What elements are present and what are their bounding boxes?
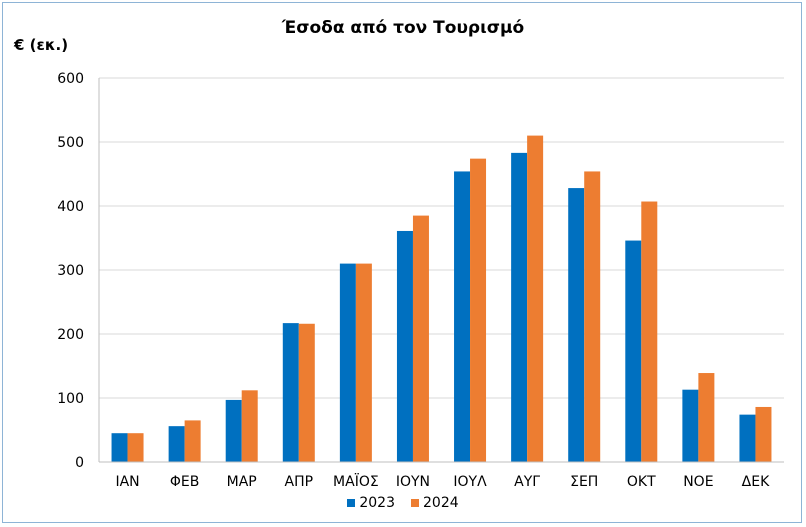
bar-2023-8 [568, 188, 585, 462]
bar-2023-1 [168, 426, 185, 462]
legend-label-2023: 2023 [359, 495, 395, 511]
bar-2023-6 [454, 171, 471, 462]
x-tick-label: ΝΟΕ [683, 474, 713, 490]
x-axis-ticks: ΙΑΝ ΦΕΒ ΜΑΡ ΑΠΡ ΜΑΪΟΣ ΙΟΥΝ ΙΟΥΛ ΑΥΓ ΣΕΠ ΟΚΤ ΝΟΕ ΔΕΚ [115, 472, 770, 490]
bar-2023-5 [396, 230, 413, 462]
x-tick-label: ΙΑΝ [115, 474, 139, 490]
y-axis-ticks: 0 100 200 300 400 500 600 [57, 71, 84, 471]
legend-item-2023: 2023 [347, 495, 395, 511]
bar-2023-9 [625, 240, 642, 462]
chart-title: Έσοδα από τον Τουρισμό [281, 18, 525, 38]
x-tick-label: ΑΠΡ [285, 474, 314, 490]
y-tick-label: 300 [57, 263, 84, 279]
legend-item-2024: 2024 [411, 495, 459, 511]
bar-2023-7 [511, 152, 528, 462]
bar-2024-10 [698, 373, 715, 462]
bar-2023-0 [111, 433, 128, 462]
bars [111, 135, 772, 462]
gridlines [99, 77, 784, 399]
bar-2024-9 [641, 201, 658, 462]
legend-swatch-2023 [347, 499, 356, 507]
x-tick-label: ΜΑΪΟΣ [333, 472, 379, 490]
x-tick-label: ΣΕΠ [570, 474, 598, 490]
bar-2023-11 [739, 414, 756, 462]
y-tick-label: 600 [57, 71, 84, 87]
y-tick-label: 100 [57, 391, 84, 407]
y-tick-label: 200 [57, 327, 84, 343]
bar-2024-7 [527, 135, 544, 462]
y-tick-label: 400 [57, 199, 84, 215]
bar-2024-1 [184, 420, 201, 462]
bar-2024-0 [127, 433, 144, 462]
y-tick-label: 0 [75, 455, 84, 471]
bar-2024-4 [355, 263, 372, 462]
y-axis-unit-label: € (εκ.) [14, 36, 69, 54]
legend-label-2024: 2024 [423, 495, 459, 511]
bar-2024-2 [241, 390, 258, 462]
x-tick-label: ΟΚΤ [627, 474, 656, 490]
legend: 2023 2024 [0, 495, 806, 511]
x-tick-label: ΑΥΓ [514, 474, 540, 490]
bar-2024-3 [298, 323, 315, 462]
x-tick-label: ΔΕΚ [742, 474, 770, 490]
bar-2023-2 [225, 399, 242, 462]
bar-2023-3 [282, 323, 299, 462]
x-tick-label: ΦΕΒ [170, 474, 199, 490]
bar-2024-8 [584, 171, 601, 462]
x-tick-label: ΜΑΡ [227, 474, 257, 490]
bar-2023-10 [682, 389, 699, 462]
bar-2023-4 [339, 263, 356, 462]
bar-2024-11 [755, 406, 772, 462]
legend-swatch-2024 [411, 499, 419, 507]
bar-2024-5 [412, 215, 429, 462]
y-tick-label: 500 [57, 135, 84, 151]
x-tick-label: ΙΟΥΝ [396, 474, 430, 490]
bar-2024-6 [470, 158, 487, 462]
x-tick-label: ΙΟΥΛ [453, 474, 487, 490]
